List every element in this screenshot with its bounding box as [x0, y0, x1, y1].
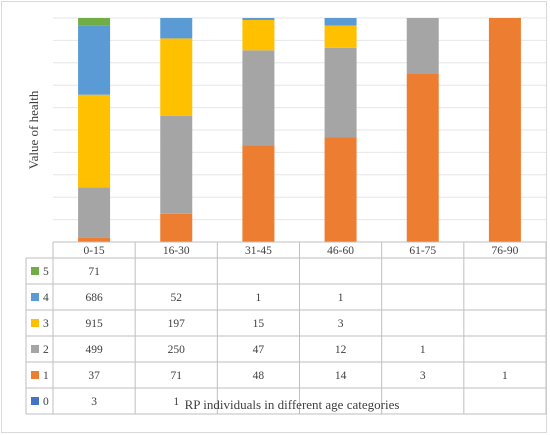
bar-segment-46-60-series-1	[324, 137, 357, 242]
data-label: 47	[253, 344, 265, 356]
legend-label-series-1: 1	[43, 370, 49, 382]
data-label: 71	[171, 370, 183, 382]
bar-segment-0-15-series-1	[78, 237, 111, 242]
data-label: 15	[253, 318, 265, 330]
data-label: 250	[168, 344, 186, 356]
legend-label-series-2: 2	[43, 344, 49, 356]
bar-segment-46-60-series-3	[324, 25, 357, 48]
legend-swatch-series-0	[31, 397, 39, 405]
bar-segment-31-45-series-2	[242, 50, 275, 146]
category-label: 76-90	[491, 245, 518, 257]
category-label: 46-60	[327, 245, 354, 257]
y-axis-label: Value of health	[26, 90, 41, 169]
data-label: 52	[171, 292, 183, 304]
bar-segment-61-75-series-1	[406, 74, 439, 242]
data-label: 686	[85, 292, 103, 304]
data-label: 3	[91, 396, 97, 408]
category-label: 61-75	[409, 245, 436, 257]
legend-label-series-3: 3	[43, 318, 49, 330]
legend-swatch-series-4	[31, 293, 39, 301]
bar-segment-61-75-series-2	[406, 18, 439, 74]
data-label: 37	[88, 370, 100, 382]
data-label: 1	[420, 344, 426, 356]
data-label: 71	[88, 266, 100, 278]
bar-segment-31-45-series-3	[242, 20, 275, 51]
bar-segment-46-60-series-2	[324, 47, 357, 138]
bar-segment-16-30-series-2	[160, 115, 193, 214]
legend-swatch-series-3	[31, 319, 39, 327]
bar-segment-16-30-series-4	[160, 18, 193, 39]
category-label: 0-15	[84, 245, 105, 257]
bar-segment-0-15-series-4	[78, 25, 111, 95]
data-label: 1	[502, 370, 508, 382]
data-label: 48	[253, 370, 265, 382]
data-label: 1	[173, 396, 179, 408]
data-label: 3	[338, 318, 344, 330]
legend-swatch-series-2	[31, 345, 39, 353]
data-label: 499	[85, 344, 103, 356]
data-label: 1	[256, 292, 262, 304]
bar-segment-16-30-series-1	[160, 213, 193, 242]
legend-label-series-0: 0	[43, 396, 49, 408]
bar-segment-31-45-series-4	[242, 18, 275, 21]
data-label: 197	[168, 318, 186, 330]
x-axis-label: RP individuals in different age categori…	[185, 397, 400, 412]
bar-segment-16-30-series-3	[160, 38, 193, 116]
bar-segment-76-90-series-1	[488, 18, 521, 242]
category-label: 16-30	[163, 245, 190, 257]
category-label: 31-45	[245, 245, 272, 257]
data-label: 3	[420, 370, 426, 382]
data-label: 1	[338, 292, 344, 304]
legend-swatch-series-5	[31, 267, 39, 275]
bar-segment-0-15-series-3	[78, 94, 111, 188]
bar-segment-31-45-series-1	[242, 145, 275, 242]
data-label: 14	[335, 370, 347, 382]
legend-swatch-series-1	[31, 371, 39, 379]
bar-segment-0-15-series-2	[78, 187, 111, 238]
gridlines	[53, 17, 546, 243]
bar-segment-0-15-series-5	[78, 18, 111, 26]
data-label: 12	[335, 344, 347, 356]
bars	[78, 18, 521, 242]
data-label: 915	[85, 318, 103, 330]
legend-label-series-4: 4	[43, 292, 49, 304]
legend-label-series-5: 5	[43, 266, 49, 278]
data-table: 0-15 16-30 31-45 46-60 61-75 76-90 5 71 4 686 52 1 1…	[25, 241, 547, 415]
bar-segment-46-60-series-4	[324, 18, 357, 26]
